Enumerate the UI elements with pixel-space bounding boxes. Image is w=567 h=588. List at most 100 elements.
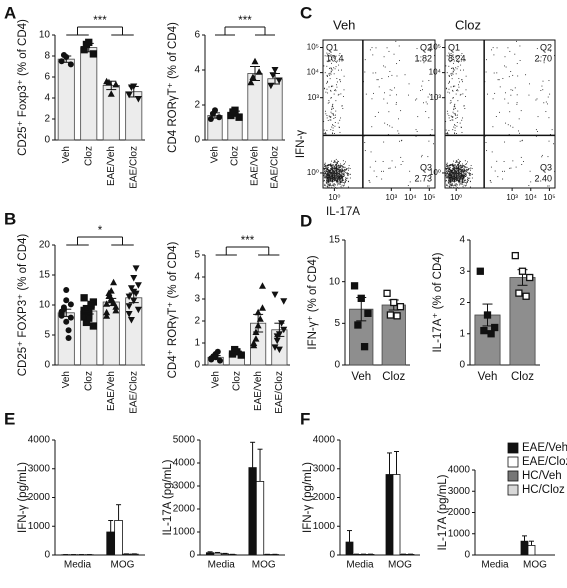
- event-dot: [326, 130, 327, 131]
- event-dot: [331, 112, 332, 113]
- event-dot: [383, 171, 384, 172]
- event-dot: [466, 175, 467, 176]
- event-dot: [447, 72, 448, 73]
- event-dot: [452, 73, 453, 74]
- y-tick-label: 0: [189, 550, 195, 561]
- event-dot: [528, 185, 529, 186]
- event-dot: [331, 71, 332, 72]
- event-dot: [455, 130, 456, 131]
- event-dot: [387, 47, 388, 48]
- event-dot: [448, 83, 449, 84]
- bar: [81, 48, 97, 140]
- event-dot: [334, 186, 335, 187]
- event-dot: [348, 181, 349, 182]
- event-dot: [530, 171, 531, 172]
- panel-letter: D: [300, 211, 312, 230]
- event-dot: [510, 125, 511, 126]
- event-dot: [457, 89, 458, 90]
- event-dot: [396, 63, 397, 64]
- x-tick-label: Cloz: [230, 146, 241, 166]
- data-point: [232, 347, 238, 353]
- event-dot: [349, 165, 350, 166]
- event-dot: [445, 172, 446, 173]
- event-dot: [427, 103, 428, 104]
- event-dot: [460, 184, 461, 185]
- data-point: [481, 328, 487, 334]
- data-point: [488, 331, 494, 337]
- event-dot: [456, 184, 457, 185]
- event-dot: [365, 150, 366, 151]
- event-dot: [323, 65, 324, 66]
- quadrant-name: Q1: [326, 42, 338, 52]
- event-dot: [330, 185, 331, 186]
- event-dot: [384, 123, 385, 124]
- event-dot: [343, 164, 344, 165]
- event-dot: [449, 117, 450, 118]
- event-dot: [471, 165, 472, 166]
- event-dot: [398, 118, 399, 119]
- event-dot: [521, 164, 522, 165]
- event-dot: [502, 78, 503, 79]
- data-point: [63, 287, 69, 293]
- event-dot: [494, 93, 495, 94]
- y-tick-label: 1: [194, 338, 200, 349]
- event-dot: [461, 170, 462, 171]
- event-dot: [329, 75, 330, 76]
- y-tick-label: 4000: [173, 458, 196, 469]
- event-dot: [338, 168, 339, 169]
- quadrant-name: Q3: [540, 162, 552, 172]
- quadrant-name: Q4: [326, 162, 338, 172]
- event-dot: [348, 173, 349, 174]
- event-dot: [523, 161, 524, 162]
- event-dot: [520, 60, 521, 61]
- event-dot: [342, 108, 343, 109]
- x-tick-label: Veh: [210, 146, 221, 163]
- x-tick-label: 10⁵: [543, 193, 555, 202]
- event-dot: [469, 168, 470, 169]
- event-dot: [373, 73, 374, 74]
- panel-letter: B: [4, 209, 16, 228]
- event-dot: [401, 164, 402, 165]
- event-dot: [496, 72, 497, 73]
- event-dot: [466, 89, 467, 90]
- event-dot: [453, 91, 454, 92]
- event-dot: [334, 94, 335, 95]
- event-dot: [344, 175, 345, 176]
- event-dot: [325, 72, 326, 73]
- event-dot: [378, 79, 379, 80]
- event-dot: [462, 171, 463, 172]
- event-dot: [339, 170, 340, 171]
- event-dot: [461, 167, 462, 168]
- event-dot: [421, 156, 422, 157]
- event-dot: [327, 187, 328, 188]
- event-dot: [452, 117, 453, 118]
- event-dot: [375, 72, 376, 73]
- event-dot: [338, 165, 339, 166]
- event-dot: [470, 168, 471, 169]
- significance: ***: [241, 235, 255, 247]
- x-tick-label: EAE/Cloz: [270, 146, 281, 189]
- data-point: [259, 282, 266, 289]
- event-dot: [504, 99, 505, 100]
- event-dot: [457, 187, 458, 188]
- event-dot: [511, 168, 512, 169]
- event-dot: [323, 121, 324, 122]
- event-dot: [329, 185, 330, 186]
- event-dot: [505, 56, 506, 57]
- x-tick-label: Veh: [210, 371, 221, 388]
- x-tick-label: EAE/Cloz: [128, 146, 139, 189]
- event-dot: [547, 186, 548, 187]
- event-dot: [449, 81, 450, 82]
- event-dot: [517, 94, 518, 95]
- event-dot: [331, 74, 332, 75]
- event-dot: [342, 171, 343, 172]
- event-dot: [493, 47, 494, 48]
- y-tick-label: 10⁴: [307, 68, 320, 77]
- y-tick-label: 1000: [313, 521, 336, 532]
- event-dot: [416, 98, 417, 99]
- event-dot: [327, 93, 328, 94]
- x-tick-label: Cloz: [83, 371, 94, 391]
- y-tick-label: 4000: [28, 435, 51, 446]
- event-dot: [324, 130, 325, 131]
- event-dot: [394, 54, 395, 55]
